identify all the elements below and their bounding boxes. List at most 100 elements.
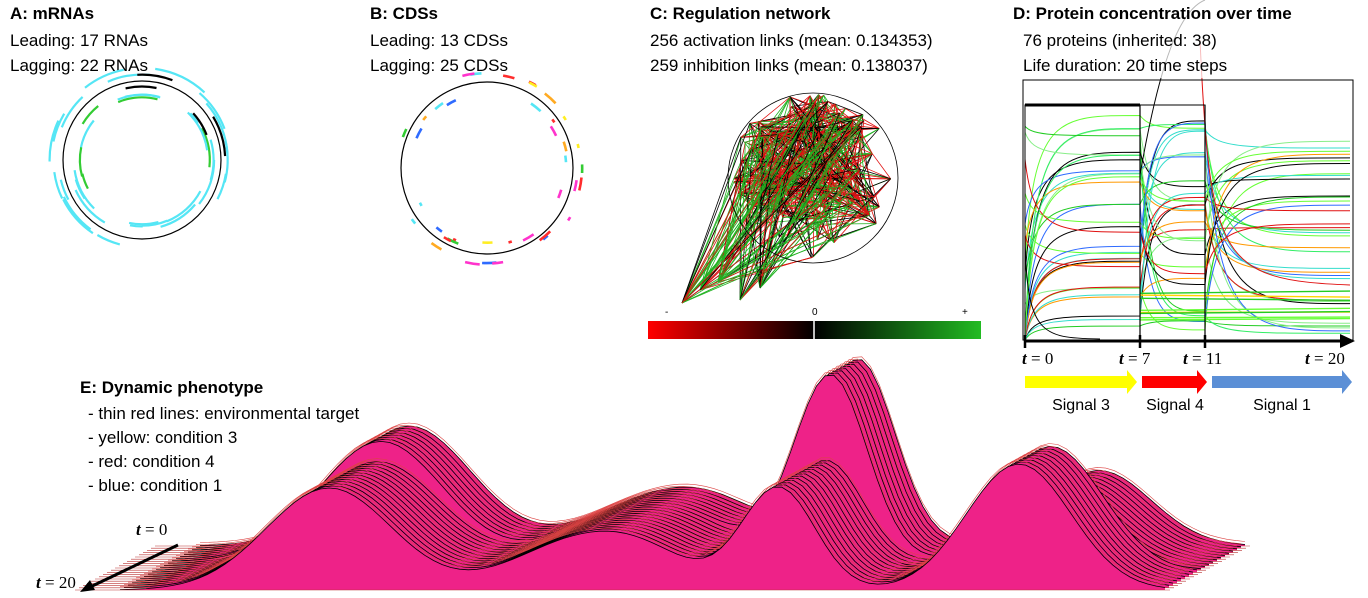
protein-curve: [1025, 159, 1350, 274]
panel-c-title: C: Regulation network: [650, 4, 831, 23]
panel-e-legend-red: - red: condition 4: [88, 452, 215, 471]
label-t11: t = 11: [1183, 349, 1222, 368]
protein-curve: [1140, 319, 1350, 320]
cds-arc: [503, 76, 514, 79]
protein-curve: [1140, 298, 1350, 300]
panel-a-lagging: Lagging: 22 RNAs: [10, 56, 148, 75]
panel-e-t20-label: t = 20: [36, 573, 76, 592]
protein-curve: [1140, 295, 1350, 297]
cds-arc: [564, 142, 567, 152]
panel-b-cds-arcs: [403, 73, 582, 264]
cds-arc: [453, 239, 456, 240]
panel-d: D: Protein concentration over time 76 pr…: [1010, 0, 1368, 414]
panel-e-t0-label: t = 0: [136, 520, 167, 539]
protein-curve: [1025, 116, 1350, 269]
panel-e-legend-yellow: - yellow: condition 3: [88, 428, 237, 447]
cds-arc: [435, 103, 443, 109]
panel-d-title: D: Protein concentration over time: [1013, 4, 1292, 23]
cds-arc: [403, 129, 406, 137]
rna-arc: [130, 225, 143, 226]
rna-arc: [126, 87, 157, 89]
signal-arrow: [1142, 370, 1207, 394]
rna-arc: [81, 121, 94, 148]
protein-curve: [1025, 160, 1350, 276]
rna-arc: [54, 172, 62, 198]
cds-arc: [523, 234, 534, 240]
cds-arc: [423, 116, 426, 120]
protein-curve: [1140, 291, 1350, 293]
panel-b-title: B: CDSs: [370, 4, 438, 23]
cds-arc: [509, 242, 512, 243]
panel-b-genome-circle: [401, 82, 573, 254]
cds-arc: [447, 100, 456, 105]
regulation-link: [828, 102, 863, 115]
cds-arc: [529, 83, 537, 87]
panel-a-leading: Leading: 17 RNAs: [10, 31, 148, 50]
rna-arc: [76, 190, 105, 223]
panel-e: E: Dynamic phenotype - thin red lines: e…: [36, 357, 1250, 592]
cds-arc: [552, 119, 554, 122]
cds-arc: [564, 116, 566, 120]
panel-b-leading: Leading: 13 CDSs: [370, 31, 508, 50]
signal-arrow: [1025, 370, 1137, 394]
cds-arc: [558, 190, 561, 198]
cds-arc: [551, 126, 556, 136]
panel-e-legend-target: - thin red lines: environmental target: [88, 404, 359, 423]
panel-b: B: CDSs Leading: 13 CDSs Lagging: 25 CDS…: [370, 4, 582, 264]
rna-arc: [193, 113, 206, 135]
label-t20: t = 20: [1305, 349, 1345, 368]
label-t7: t = 7: [1119, 349, 1151, 368]
rna-arc: [82, 174, 88, 189]
signal-arrow: [1212, 370, 1352, 394]
cds-arc: [492, 262, 503, 263]
colorbar-zero-label: 0: [812, 307, 818, 318]
panel-e-legend-blue: - blue: condition 1: [88, 476, 222, 495]
cds-arc: [436, 227, 442, 231]
panel-c-inhibition: 259 inhibition links (mean: 0.138037): [650, 56, 928, 75]
panel-a-rna-arcs: [50, 69, 228, 245]
rna-arc: [211, 140, 214, 180]
rna-arc: [75, 170, 95, 208]
cds-arc: [568, 217, 570, 220]
cds-arc: [579, 178, 581, 191]
colorbar-minus-label: -: [665, 307, 668, 318]
panel-a-genome-circle: [63, 81, 221, 239]
cds-arc: [420, 203, 422, 206]
cds-arc: [444, 237, 451, 241]
rna-arc: [97, 235, 119, 244]
label-t0: t = 0: [1022, 349, 1053, 368]
panel-e-title: E: Dynamic phenotype: [80, 378, 263, 397]
panel-c-activation: 256 activation links (mean: 0.134353): [650, 31, 933, 50]
cds-arc: [417, 129, 422, 139]
cds-arc: [465, 262, 480, 264]
panel-b-lagging: Lagging: 25 CDSs: [370, 56, 508, 75]
colorbar-plus-label: +: [962, 307, 968, 318]
protein-curve: [1025, 321, 1350, 340]
cds-arc: [574, 180, 576, 191]
panel-a-title: A: mRNAs: [10, 4, 94, 23]
panel-d-life-duration: Life duration: 20 time steps: [1023, 56, 1227, 75]
cds-arc: [565, 156, 566, 163]
panel-c: C: Regulation network 256 activation lin…: [648, 4, 981, 339]
rna-arc: [83, 106, 99, 124]
cds-arc: [545, 94, 556, 104]
rna-arc: [155, 69, 204, 93]
signal-label: Signal 4: [1146, 397, 1204, 414]
panel-e-time-arrowhead: [80, 580, 95, 592]
cds-arc: [531, 104, 541, 112]
cds-arc: [432, 243, 442, 249]
panel-d-signal-arrows: Signal 3 Signal 4 Signal 1: [1025, 370, 1352, 414]
panel-a: A: mRNAs Leading: 17 RNAs Lagging: 22 RN…: [10, 4, 228, 244]
rna-arc: [137, 75, 172, 81]
cds-arc: [412, 219, 415, 224]
rna-arc: [80, 147, 82, 176]
signal-label: Signal 3: [1052, 397, 1110, 414]
signal-label: Signal 1: [1253, 397, 1311, 414]
panel-d-protein-count: 76 proteins (inherited: 38): [1023, 31, 1217, 50]
protein-curve: [1140, 317, 1350, 318]
panel-c-network: [682, 93, 898, 303]
rna-arc: [64, 197, 91, 230]
cds-arc: [578, 144, 579, 148]
